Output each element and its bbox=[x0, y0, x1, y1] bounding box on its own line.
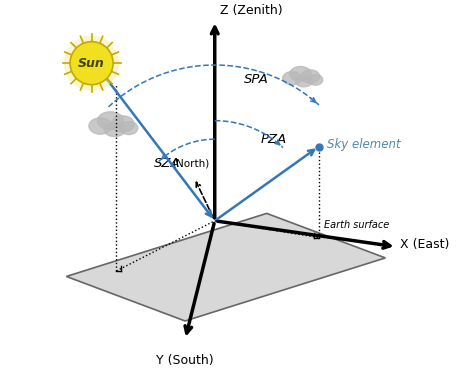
Polygon shape bbox=[66, 214, 385, 321]
Text: Y (South): Y (South) bbox=[156, 354, 214, 367]
Text: SPA: SPA bbox=[245, 73, 269, 86]
Ellipse shape bbox=[308, 74, 323, 85]
Ellipse shape bbox=[89, 118, 112, 134]
Text: Earth surface: Earth surface bbox=[324, 220, 390, 230]
Text: Sun: Sun bbox=[78, 57, 105, 70]
Text: X (East): X (East) bbox=[400, 239, 450, 251]
Text: PZA: PZA bbox=[261, 133, 287, 146]
Ellipse shape bbox=[104, 124, 125, 136]
Text: (North): (North) bbox=[172, 159, 209, 169]
Text: Sky element: Sky element bbox=[327, 138, 401, 151]
Ellipse shape bbox=[98, 112, 124, 130]
Circle shape bbox=[64, 36, 118, 90]
Ellipse shape bbox=[120, 122, 138, 135]
Ellipse shape bbox=[301, 70, 320, 83]
Ellipse shape bbox=[111, 116, 134, 132]
Text: Z (Zenith): Z (Zenith) bbox=[220, 4, 283, 17]
Ellipse shape bbox=[290, 67, 311, 81]
Text: SZA: SZA bbox=[154, 157, 180, 170]
Circle shape bbox=[70, 42, 113, 85]
Ellipse shape bbox=[283, 71, 301, 85]
Ellipse shape bbox=[295, 76, 312, 87]
